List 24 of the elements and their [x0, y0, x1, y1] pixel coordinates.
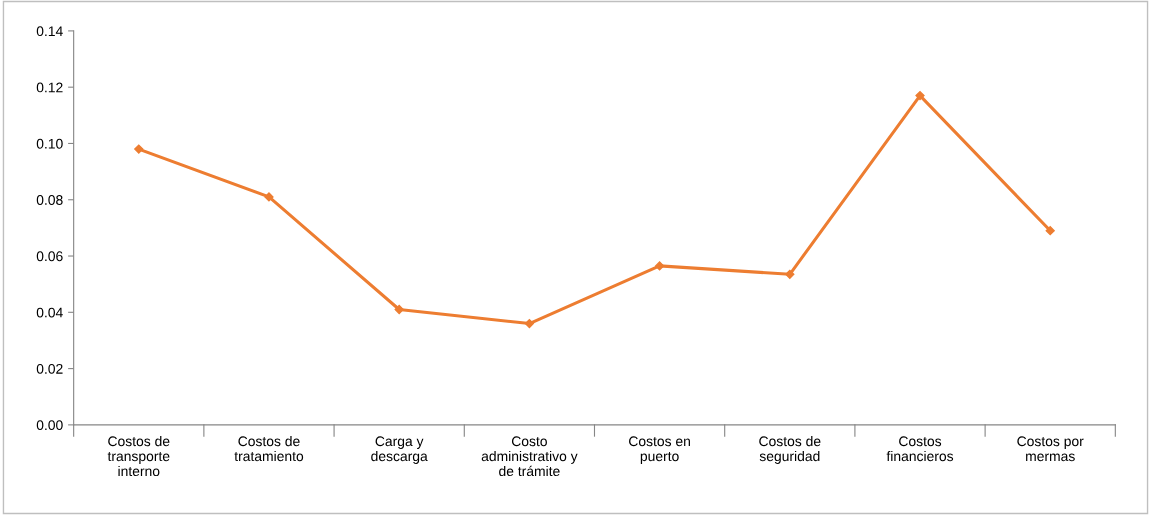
point	[394, 304, 404, 315]
point	[524, 318, 535, 329]
y-tick-label: 0.10	[36, 138, 63, 149]
point	[264, 192, 274, 202]
point	[654, 261, 665, 271]
x-tick-label: Costo administrativo y de trámite	[481, 436, 578, 477]
point	[1045, 226, 1055, 236]
x-tick-label: Costos de transporte interno	[107, 435, 170, 477]
x-tick-label: Costos de seguridad	[759, 435, 821, 464]
y-tick-label: 0.00	[36, 420, 63, 431]
x-tick-label: Carga y descarga	[371, 436, 428, 464]
point	[915, 91, 925, 101]
y-tick-label: 0.02	[36, 363, 63, 374]
x-tick-label: Costos en puerto	[629, 436, 690, 464]
point	[785, 269, 795, 279]
x-tick-label: Costos por mermas	[1017, 436, 1084, 462]
x-tick-label: Costos de tratamiento	[234, 435, 304, 462]
x-tick-label: Costos financieros	[886, 436, 954, 462]
y-tick-label: 0.08	[36, 195, 63, 205]
y-tick-label: 0.14	[36, 26, 63, 37]
y-tick-label: 0.12	[36, 82, 63, 93]
y-tick-label: 0.06	[36, 251, 63, 262]
y-tick-label: 0.04	[36, 307, 63, 318]
point	[134, 144, 144, 154]
